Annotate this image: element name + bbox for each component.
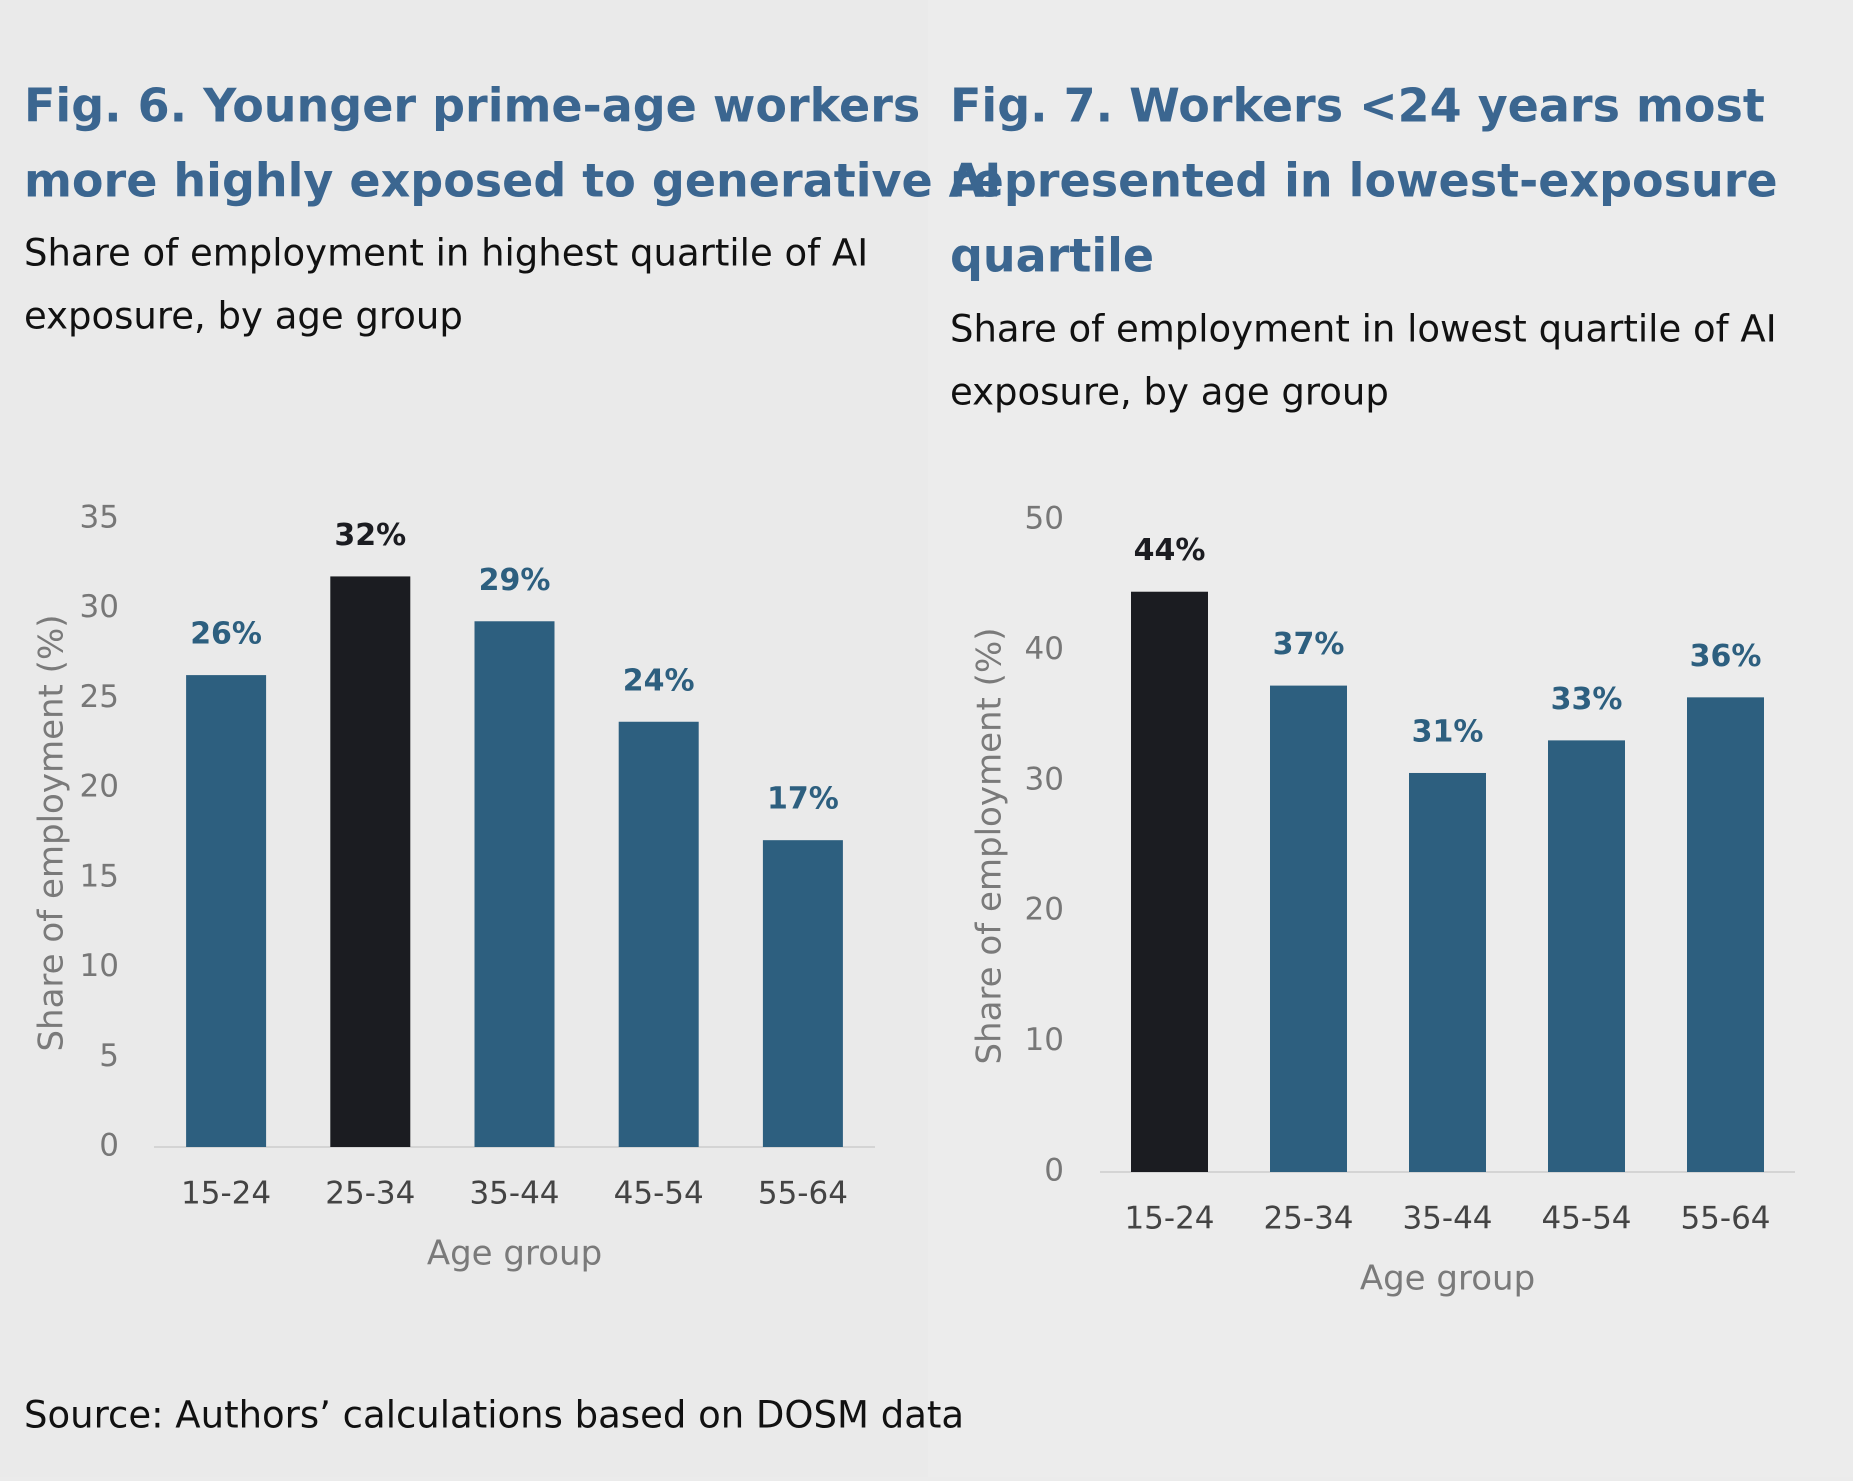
- chart-subtitle: Share of employment in lowest quartile o…: [950, 308, 1777, 351]
- y-tick-label: 0: [99, 1128, 119, 1164]
- chart-subtitle: exposure, by age group: [950, 371, 1389, 414]
- x-axis-label: Age group: [427, 1234, 602, 1274]
- y-tick-label: 30: [80, 589, 119, 625]
- y-tick-label: 20: [1025, 892, 1064, 928]
- data-label: 24%: [623, 663, 695, 698]
- x-tick-label: 45-54: [1541, 1201, 1631, 1237]
- y-tick-label: 35: [80, 500, 119, 536]
- bar: [618, 721, 699, 1147]
- x-tick-label: 15-24: [181, 1176, 271, 1212]
- x-tick-label: 35-44: [469, 1176, 559, 1212]
- data-label: 17%: [767, 782, 839, 817]
- x-tick-label: 25-34: [1263, 1201, 1353, 1237]
- y-tick-label: 10: [80, 948, 119, 984]
- left-panel: [0, 0, 928, 1477]
- x-tick-label: 45-54: [614, 1176, 704, 1212]
- data-label: 29%: [479, 563, 551, 598]
- chart-title: quartile: [950, 229, 1154, 283]
- bar: [1548, 740, 1625, 1172]
- data-label: 36%: [1690, 639, 1762, 674]
- chart-subtitle: Share of employment in highest quartile …: [24, 232, 868, 275]
- bar: [762, 840, 843, 1147]
- data-label: 31%: [1412, 714, 1484, 749]
- bar: [1270, 685, 1347, 1172]
- x-tick-label: 35-44: [1402, 1201, 1492, 1237]
- chart-title: Fig. 6. Younger prime-age workers: [24, 79, 920, 133]
- y-tick-label: 30: [1025, 761, 1064, 797]
- chart-title: Fig. 7. Workers <24 years most: [950, 79, 1765, 133]
- y-tick-label: 10: [1025, 1022, 1064, 1058]
- x-tick-label: 55-64: [1680, 1201, 1770, 1237]
- data-label: 33%: [1551, 682, 1623, 717]
- chart-subtitle: exposure, by age group: [24, 295, 463, 338]
- data-label: 32%: [334, 518, 406, 553]
- source-note: Source: Authors’ calculations based on D…: [24, 1394, 964, 1437]
- bar: [474, 621, 555, 1147]
- data-label: 26%: [190, 617, 262, 652]
- y-axis-label: Share of employment (%): [32, 614, 72, 1051]
- chart-title: represented in lowest-exposure: [950, 154, 1778, 208]
- bar: [1131, 591, 1208, 1172]
- y-tick-label: 0: [1044, 1153, 1064, 1189]
- y-tick-label: 25: [80, 679, 119, 715]
- data-label: 37%: [1273, 627, 1345, 662]
- y-tick-label: 15: [80, 858, 119, 894]
- x-tick-label: 55-64: [758, 1176, 848, 1212]
- bar: [186, 675, 267, 1147]
- data-label: 44%: [1134, 533, 1206, 568]
- x-tick-label: 25-34: [325, 1176, 415, 1212]
- chart-title: more highly exposed to generative AI: [24, 154, 1001, 208]
- y-tick-label: 40: [1025, 631, 1064, 667]
- x-axis-label: Age group: [1360, 1259, 1535, 1299]
- x-tick-label: 15-24: [1124, 1201, 1214, 1237]
- y-axis-label: Share of employment (%): [970, 627, 1010, 1064]
- bar: [1409, 772, 1486, 1172]
- y-tick-label: 5: [99, 1038, 119, 1074]
- bar: [330, 576, 411, 1147]
- y-tick-label: 50: [1025, 501, 1064, 537]
- bar: [1687, 697, 1764, 1172]
- y-tick-label: 20: [80, 769, 119, 805]
